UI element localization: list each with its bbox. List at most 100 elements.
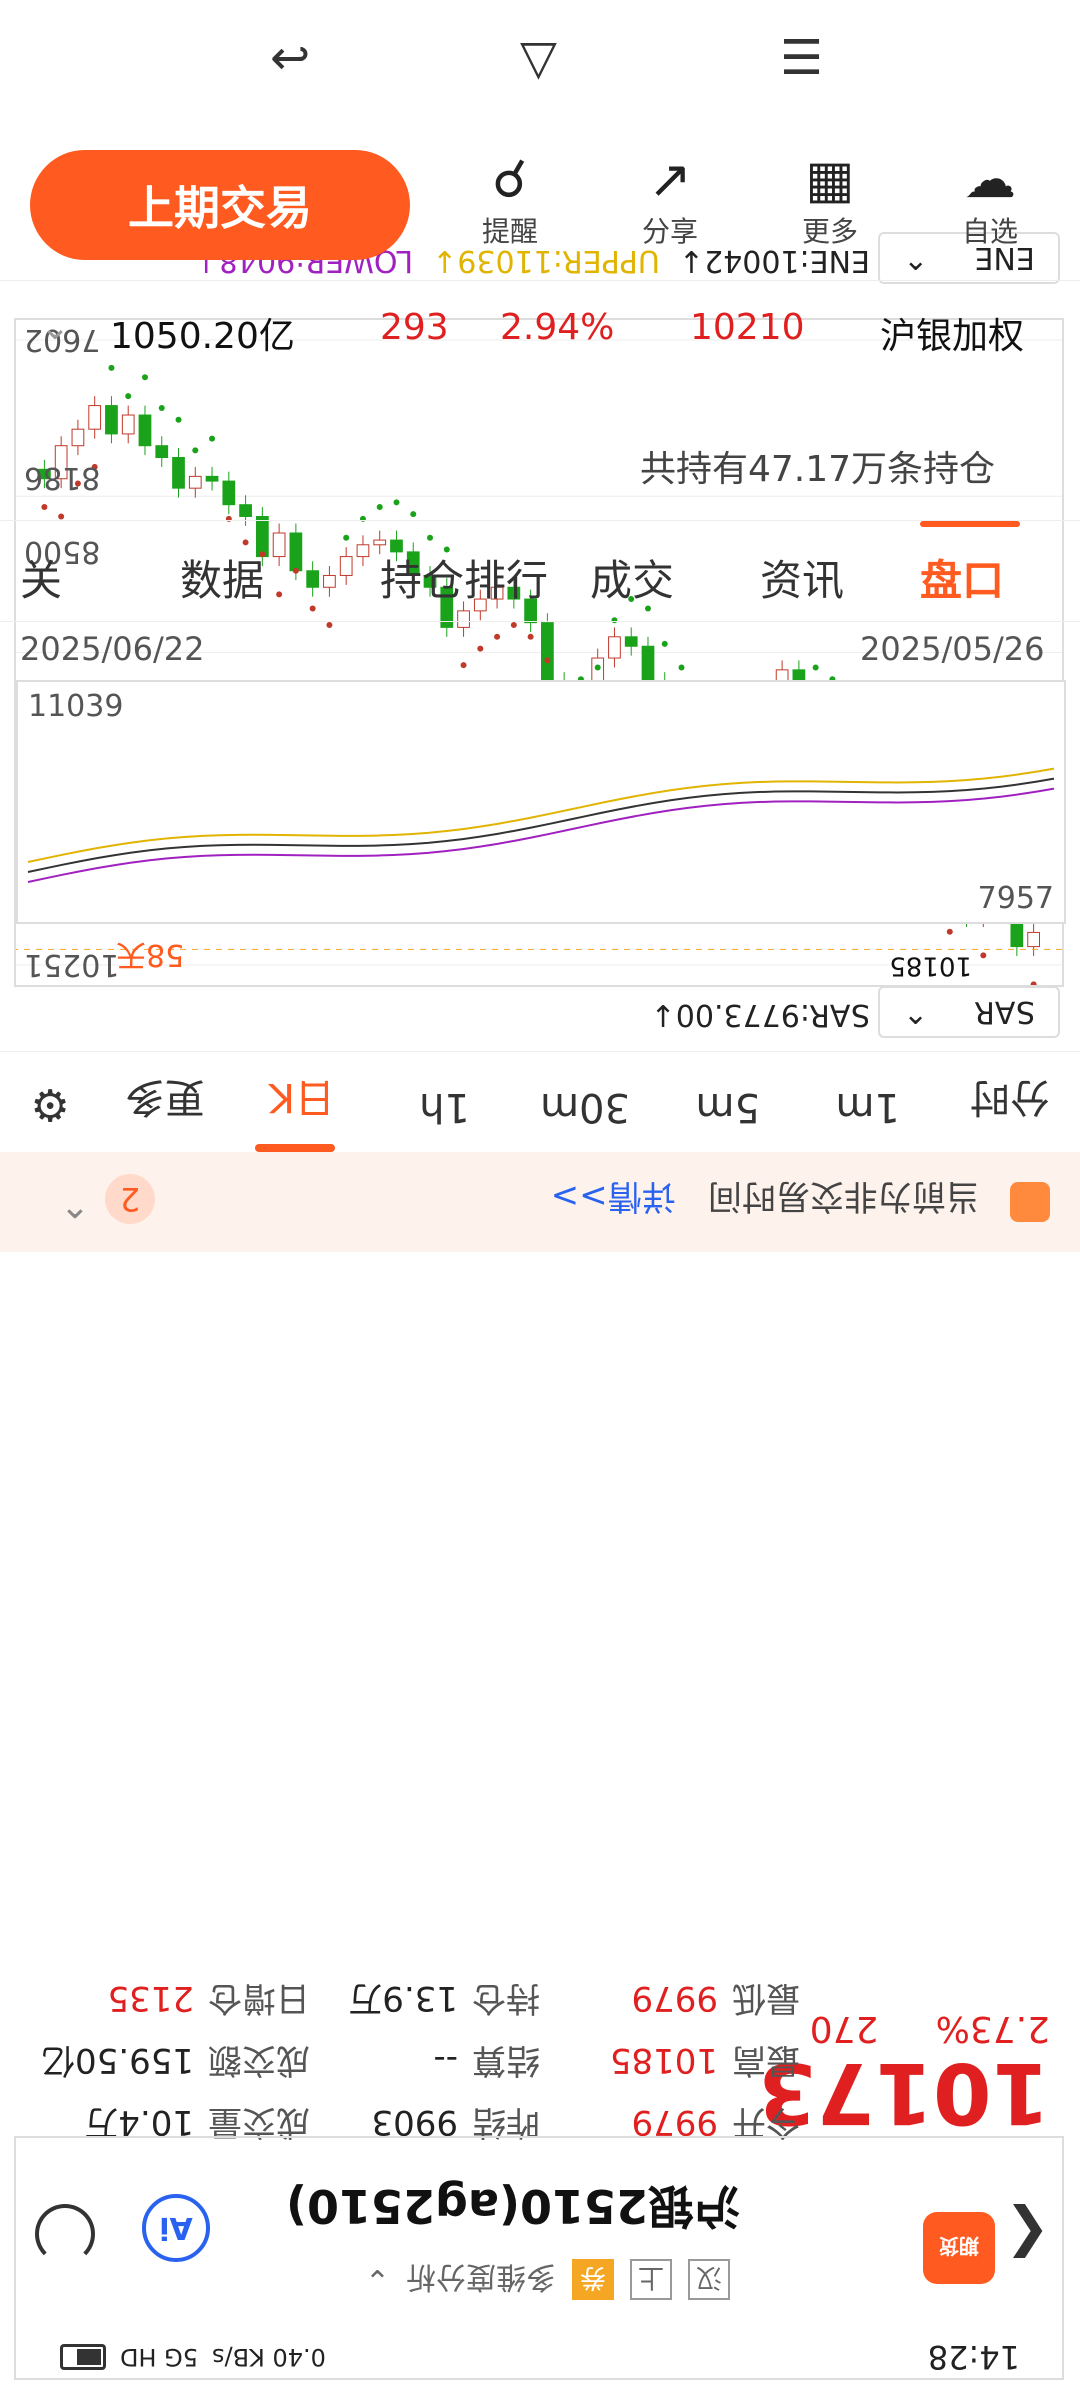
- sar-dot: [192, 447, 199, 454]
- sar-dot: [309, 605, 316, 612]
- ene-lower-line: [27, 767, 1055, 863]
- sar-dot: [644, 605, 651, 612]
- strip-pct: 2.94%: [500, 307, 615, 348]
- candle-body: [188, 475, 202, 489]
- sar-dot: [209, 435, 216, 442]
- sar-dot: [108, 364, 115, 371]
- sar-dot: [276, 591, 283, 598]
- toolbar-watchlist[interactable]: ☁ 自选: [930, 150, 1050, 250]
- strip-volume: 1050.20亿: [110, 316, 295, 357]
- candle-body: [222, 480, 236, 506]
- ene-date-left: 2025/06/22: [20, 630, 205, 668]
- candle-body: [88, 405, 102, 430]
- sar-y-label: 7602: [24, 322, 100, 357]
- sar-dot: [292, 567, 299, 574]
- sar-dot: [393, 499, 400, 506]
- sar-dot: [326, 622, 333, 629]
- grid-icon: ▦: [805, 150, 855, 210]
- ene-date-right: 2025/05/26: [860, 630, 1045, 668]
- candle-body: [54, 445, 68, 480]
- contract-strip[interactable]: 沪银加权 10210 2.94% 293 1050.20亿 ⌄: [0, 280, 1080, 381]
- share-icon: ↗: [648, 150, 692, 210]
- strip-price: 10210: [690, 307, 805, 348]
- sar-y-label: 10251: [24, 947, 119, 982]
- nav-menu-icon[interactable]: ☰: [780, 30, 824, 86]
- tab-guan[interactable]: 关: [20, 556, 63, 605]
- ene-upper-line: [27, 787, 1055, 883]
- candle-body: [323, 574, 336, 588]
- candle-body: [272, 532, 286, 558]
- candle-body: [457, 610, 470, 628]
- sar-dot: [91, 463, 98, 470]
- tab-position-ranking[interactable]: 持仓排行: [380, 556, 549, 605]
- sar-dot: [141, 374, 148, 381]
- candle-body: [507, 586, 521, 600]
- sar-dot: [175, 416, 182, 423]
- sar-dot: [594, 664, 601, 671]
- candle-body: [356, 544, 370, 558]
- sar-y-label: 8500: [24, 534, 100, 569]
- toolbar-share[interactable]: ↗ 分享: [610, 150, 730, 250]
- candle-body: [524, 598, 537, 624]
- candle-body: [1027, 931, 1040, 948]
- sar-dot: [460, 662, 467, 669]
- tab-news[interactable]: 资讯: [760, 556, 845, 605]
- ene-y-bottom: 7957: [978, 881, 1054, 916]
- sar-dot: [343, 534, 350, 541]
- strip-name: 沪银加权: [880, 316, 1025, 357]
- candle-body: [473, 598, 487, 612]
- candle-body: [423, 574, 437, 588]
- bell-icon: ☌: [492, 150, 528, 210]
- toolbar-remind[interactable]: ☌ 提醒: [450, 150, 570, 250]
- sar-dot: [376, 504, 383, 511]
- sar-dot: [41, 504, 48, 511]
- candle-body: [239, 504, 252, 517]
- ene-line-chart: 11039 7957: [16, 680, 1066, 924]
- candle-body: [390, 539, 403, 553]
- sar-dot: [661, 640, 668, 647]
- sar-dot: [158, 404, 165, 411]
- trade-button[interactable]: 上期交易: [30, 150, 410, 260]
- candle-body: [205, 475, 219, 482]
- candle-body: [121, 414, 135, 435]
- sar-dot: [544, 657, 551, 664]
- chevron-down-icon[interactable]: ⌄: [40, 307, 71, 348]
- sar-dot: [410, 511, 417, 518]
- sar-y-label: 8186: [24, 460, 100, 495]
- candle-body: [339, 556, 353, 576]
- sar-dot: [58, 513, 65, 520]
- ene-y-top: 11039: [28, 689, 123, 724]
- sar-dot: [259, 551, 266, 558]
- candle-body: [306, 570, 320, 588]
- sar-dot: [678, 664, 685, 671]
- sar-last-label: 10185: [889, 950, 972, 980]
- tab-orderbook[interactable]: 盘口: [920, 556, 1005, 605]
- nav-home-icon[interactable]: ▽: [520, 30, 557, 86]
- candle-body: [624, 636, 638, 647]
- candle-body: [38, 468, 51, 480]
- sar-dot: [427, 534, 434, 541]
- sar-dot: [628, 596, 635, 603]
- tab-trades[interactable]: 成交: [590, 556, 675, 605]
- candle-body: [406, 551, 420, 576]
- position-summary: 共持有47.17万条持仓: [640, 449, 996, 490]
- detail-tabs: 关 数据 持仓排行 成交 资讯 盘口: [0, 520, 1080, 622]
- sar-dot: [242, 539, 249, 546]
- candle-body: [490, 586, 504, 600]
- nav-back-icon[interactable]: ↩: [270, 30, 311, 86]
- candle-body: [440, 586, 454, 628]
- strip-chg: 293: [380, 307, 449, 348]
- sar-dot: [443, 546, 450, 553]
- candle-body: [71, 428, 85, 447]
- toolbar-more[interactable]: ▦ 更多: [770, 150, 890, 250]
- sar-dot: [946, 928, 953, 935]
- candle-body: [608, 636, 621, 659]
- sar-dot: [125, 393, 132, 400]
- candle-body: [155, 445, 169, 458]
- candle-body: [172, 456, 185, 489]
- sar-dot: [494, 633, 501, 640]
- candle-body: [105, 405, 118, 435]
- tab-data[interactable]: 数据: [180, 556, 265, 605]
- candle-body: [138, 414, 152, 447]
- sar-dot: [477, 645, 484, 652]
